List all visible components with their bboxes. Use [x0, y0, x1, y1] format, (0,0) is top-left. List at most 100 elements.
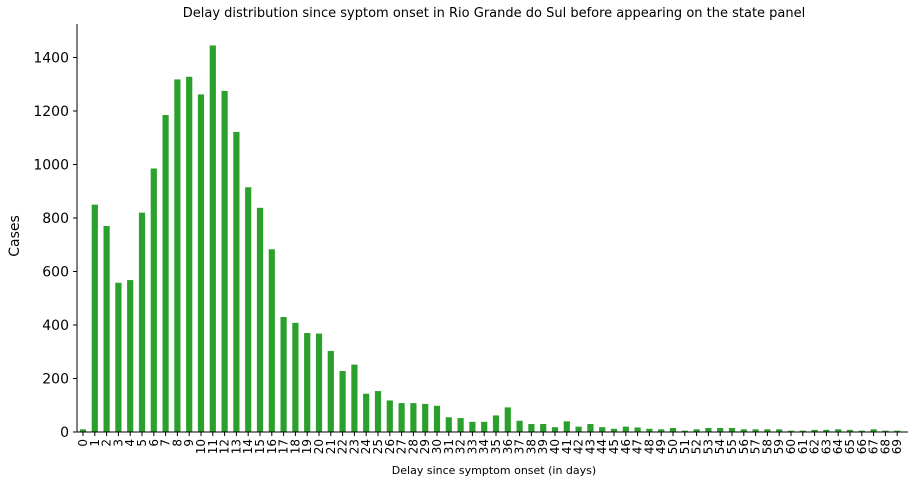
x-tick-label: 36 — [501, 439, 515, 454]
x-tick-label: 40 — [548, 439, 562, 454]
x-tick-label: 28 — [406, 439, 420, 454]
bar-46 — [622, 426, 629, 432]
bar-8 — [174, 79, 181, 432]
bar-33 — [469, 421, 476, 432]
bar-29 — [422, 403, 429, 432]
x-tick-label: 26 — [383, 439, 397, 454]
bar-39 — [540, 423, 547, 432]
bar-12 — [221, 90, 228, 432]
bar-3 — [115, 282, 122, 432]
bar-32 — [457, 418, 464, 432]
x-tick-label: 38 — [524, 439, 538, 454]
x-tick-label: 22 — [336, 439, 350, 454]
bar-49 — [658, 429, 665, 432]
x-tick-label: 61 — [796, 439, 810, 454]
x-tick-label: 58 — [760, 439, 774, 454]
x-tick-label: 6 — [147, 439, 161, 447]
x-tick-label: 66 — [855, 439, 869, 454]
y-tick-label: 0 — [60, 425, 69, 441]
x-tick-label: 37 — [513, 439, 527, 454]
x-tick-label: 62 — [808, 439, 822, 454]
y-tick-label: 400 — [42, 318, 69, 334]
bar-6 — [150, 168, 157, 432]
y-tick-label: 800 — [42, 211, 69, 227]
x-tick-label: 67 — [867, 439, 881, 454]
bar-31 — [445, 417, 452, 432]
x-ticks-group: 0123456789101112131415161718192021222324… — [76, 432, 904, 454]
x-tick-label: 49 — [654, 439, 668, 454]
y-tick-label: 1200 — [33, 104, 69, 120]
bar-62 — [811, 429, 818, 432]
x-tick-label: 0 — [76, 439, 90, 447]
x-tick-label: 65 — [843, 439, 857, 454]
bar-43 — [587, 423, 594, 432]
x-tick-label: 8 — [170, 439, 184, 447]
bar-42 — [575, 426, 582, 432]
x-tick-label: 17 — [277, 439, 291, 454]
x-tick-label: 9 — [182, 439, 196, 447]
bar-26 — [386, 400, 393, 432]
x-tick-label: 20 — [312, 439, 326, 454]
x-tick-label: 54 — [713, 439, 727, 454]
x-tick-label: 43 — [583, 439, 597, 454]
x-tick-label: 44 — [595, 439, 609, 454]
x-tick-label: 33 — [465, 439, 479, 454]
x-tick-label: 47 — [631, 439, 645, 454]
bar-21 — [327, 350, 334, 432]
bar-16 — [268, 249, 275, 432]
x-tick-label: 55 — [725, 439, 739, 454]
bar-60 — [787, 430, 795, 432]
bar-22 — [339, 371, 346, 432]
x-tick-label: 42 — [572, 439, 586, 454]
y-tick-label: 1400 — [33, 51, 69, 67]
x-tick-label: 24 — [359, 439, 373, 454]
x-tick-label: 35 — [489, 439, 503, 454]
bars-group — [79, 45, 901, 433]
x-tick-label: 23 — [347, 439, 361, 454]
x-tick-label: 4 — [123, 439, 137, 447]
x-tick-label: 21 — [324, 439, 338, 454]
x-tick-label: 64 — [831, 439, 845, 454]
x-tick-label: 14 — [241, 439, 255, 454]
x-tick-label: 69 — [890, 439, 904, 454]
x-tick-label: 50 — [666, 439, 680, 454]
bar-35 — [492, 415, 500, 432]
bar-67 — [870, 429, 877, 432]
x-tick-label: 34 — [477, 439, 491, 454]
bar-59 — [776, 429, 783, 432]
y-tick-label: 1000 — [33, 158, 69, 174]
bar-55 — [728, 427, 736, 432]
bar-36 — [504, 407, 511, 432]
bar-34 — [481, 421, 488, 432]
y-ticks-group: 0 200 400 600 800 1000 1200 1400 — [33, 51, 77, 441]
y-axis-label: Cases — [7, 215, 23, 257]
x-tick-label: 27 — [395, 439, 409, 454]
bar-18 — [292, 322, 299, 432]
bar-69 — [894, 430, 901, 432]
y-tick-label: 600 — [42, 265, 69, 281]
bar-20 — [315, 333, 323, 432]
bar-25 — [374, 391, 382, 432]
x-tick-label: 31 — [442, 439, 456, 454]
bar-65 — [846, 429, 854, 432]
bar-66 — [858, 430, 865, 432]
x-tick-label: 2 — [100, 439, 114, 447]
x-tick-label: 10 — [194, 439, 208, 454]
x-tick-label: 3 — [111, 439, 125, 447]
x-tick-label: 56 — [737, 439, 751, 454]
bar-13 — [233, 131, 240, 432]
bar-47 — [634, 427, 641, 432]
x-tick-label: 45 — [607, 439, 621, 454]
x-tick-label: 5 — [135, 439, 149, 447]
x-tick-label: 48 — [642, 439, 656, 454]
x-tick-label: 15 — [253, 439, 267, 454]
bar-9 — [186, 76, 193, 432]
bar-5 — [138, 212, 146, 432]
bar-48 — [646, 428, 653, 432]
bar-44 — [599, 427, 606, 432]
x-tick-label: 39 — [536, 439, 550, 454]
bar-64 — [835, 429, 842, 432]
x-tick-label: 11 — [206, 439, 220, 454]
bar-17 — [280, 316, 287, 432]
